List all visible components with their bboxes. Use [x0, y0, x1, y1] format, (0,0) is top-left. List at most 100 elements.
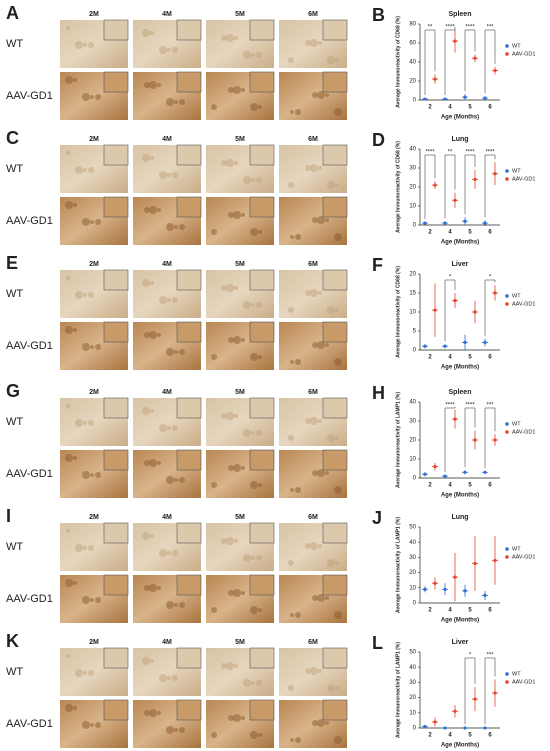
- legend-marker: [505, 547, 509, 551]
- dot: [423, 221, 427, 225]
- texture: [243, 554, 251, 562]
- texture: [234, 414, 238, 418]
- inset: [176, 19, 202, 41]
- texture: [318, 544, 322, 548]
- texture: [142, 657, 150, 665]
- texture: [211, 229, 217, 235]
- texture: [233, 714, 241, 722]
- y-tick-label: 15: [409, 291, 416, 297]
- texture: [317, 719, 325, 727]
- texture: [305, 165, 311, 171]
- texture: [325, 596, 329, 600]
- dot: [463, 726, 467, 730]
- inset: [322, 71, 348, 93]
- texture: [172, 172, 178, 178]
- inset: [103, 19, 129, 41]
- row-label: AAV-GD1: [6, 593, 53, 605]
- panel-letter: B: [372, 5, 385, 25]
- x-axis-label: Age (Months): [441, 618, 479, 624]
- row-label: WT: [6, 38, 23, 50]
- texture: [251, 431, 255, 435]
- column-label: 2M: [89, 389, 99, 396]
- column-label: 2M: [89, 136, 99, 143]
- texture: [312, 595, 318, 601]
- x-tick-label: 4: [448, 483, 452, 489]
- texture: [149, 584, 157, 592]
- chart-title: Liver: [452, 639, 469, 646]
- dot: [493, 558, 497, 563]
- column-label: 4M: [162, 11, 172, 18]
- texture: [211, 104, 217, 110]
- texture: [234, 36, 238, 40]
- texture: [233, 86, 241, 94]
- texture: [172, 675, 178, 681]
- y-axis-label: Average Immunoreactivity of CD68 (%): [395, 16, 401, 108]
- dot: [443, 344, 447, 348]
- x-tick-label: 6: [488, 355, 492, 361]
- texture: [95, 219, 101, 225]
- inset: [103, 71, 129, 93]
- texture: [82, 596, 90, 604]
- inset: [249, 647, 275, 669]
- legend-marker: [505, 294, 509, 298]
- x-tick-label: 6: [488, 105, 492, 111]
- texture: [288, 182, 294, 188]
- x-axis-label: Age (Months): [441, 365, 479, 371]
- y-tick-label: 50: [409, 650, 416, 656]
- texture: [228, 590, 234, 596]
- y-tick-label: 40: [409, 400, 416, 406]
- texture: [258, 733, 262, 737]
- texture: [174, 478, 178, 482]
- texture: [310, 289, 318, 297]
- y-tick-label: 20: [409, 570, 416, 576]
- significance-label: ****: [445, 403, 455, 409]
- panel-letter: A: [6, 3, 19, 23]
- texture: [290, 110, 294, 114]
- texture: [95, 472, 101, 478]
- texture: [317, 469, 325, 477]
- row-label: WT: [6, 416, 23, 428]
- row-label: AAV-GD1: [6, 340, 53, 352]
- column-label: 6M: [308, 639, 318, 646]
- column-label: 5M: [235, 639, 245, 646]
- texture: [150, 409, 154, 413]
- inset: [103, 269, 129, 291]
- y-tick-label: 0: [413, 476, 417, 482]
- dot: [453, 39, 457, 43]
- texture: [66, 151, 70, 155]
- texture: [243, 679, 251, 687]
- panel-letter: G: [6, 381, 20, 401]
- column-label: 6M: [308, 389, 318, 396]
- x-tick-label: 4: [448, 733, 452, 739]
- texture: [167, 551, 171, 555]
- significance-bracket: [484, 154, 496, 218]
- texture: [88, 42, 94, 48]
- inset: [322, 522, 348, 544]
- texture: [90, 345, 94, 349]
- texture: [82, 471, 90, 479]
- texture: [179, 727, 185, 733]
- texture: [226, 412, 234, 420]
- texture: [256, 52, 262, 58]
- texture: [142, 29, 150, 37]
- texture: [150, 156, 154, 160]
- texture: [226, 34, 234, 42]
- texture: [159, 549, 167, 557]
- inset: [249, 144, 275, 166]
- x-tick-label: 4: [448, 105, 452, 111]
- texture: [241, 213, 245, 217]
- texture: [295, 359, 301, 365]
- significance-bracket: [464, 407, 476, 468]
- dot: [443, 97, 447, 101]
- x-tick-label: 2: [428, 608, 432, 614]
- texture: [149, 206, 157, 214]
- significance-bracket: [424, 29, 436, 96]
- texture: [149, 709, 157, 717]
- texture: [83, 671, 87, 675]
- dot: [433, 308, 437, 312]
- dot: [453, 198, 457, 202]
- texture: [172, 425, 178, 431]
- texture: [305, 543, 311, 549]
